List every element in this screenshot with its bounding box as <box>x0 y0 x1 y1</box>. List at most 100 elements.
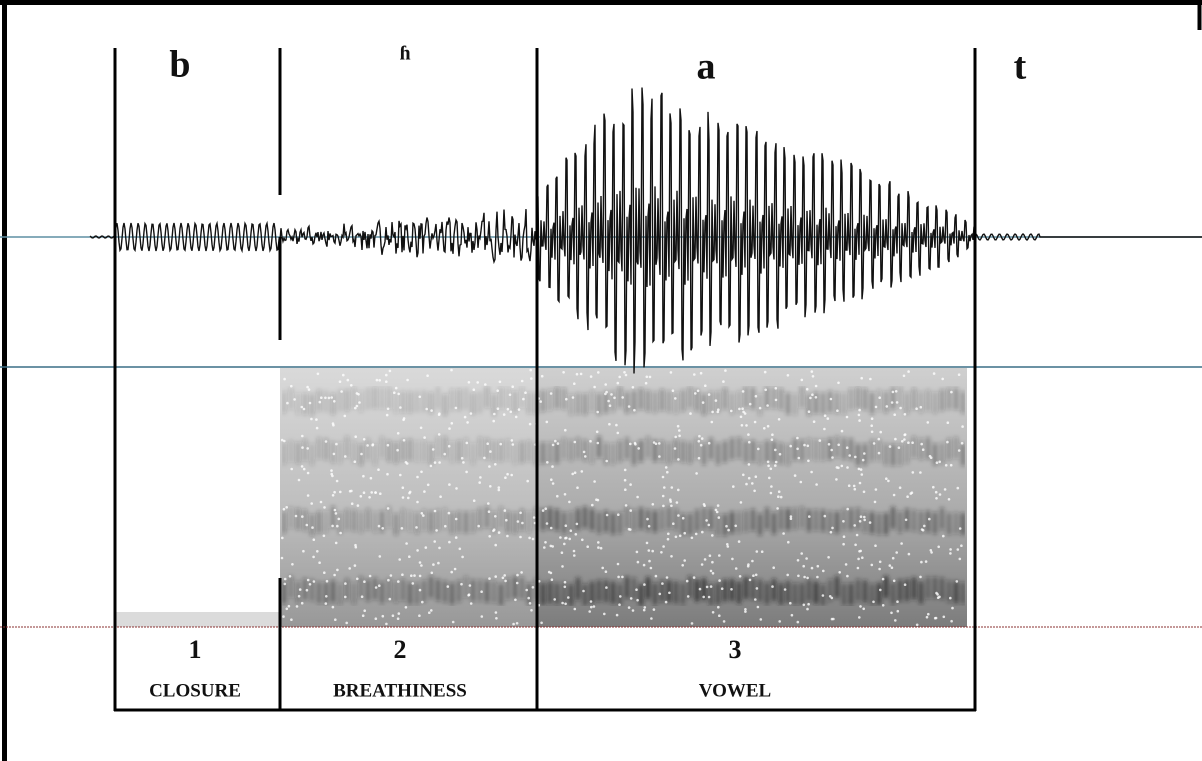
formant-striation <box>793 438 797 461</box>
spectrogram-cell <box>399 473 402 477</box>
spectrogram-cell <box>699 371 703 375</box>
spectrogram-cell <box>938 460 941 464</box>
spectrogram-cell <box>920 560 923 564</box>
spectrogram-cell <box>488 577 491 580</box>
spectrogram-cell <box>636 495 639 499</box>
spectrogram-cell <box>666 537 670 541</box>
formant-striation <box>394 391 398 414</box>
formant-striation <box>289 387 293 410</box>
spectrogram-cell <box>700 437 704 440</box>
spectrogram-cell <box>460 456 464 460</box>
spectrogram-cell <box>705 519 708 522</box>
spectrogram-cell <box>318 400 322 404</box>
spectrogram-cell <box>613 396 616 400</box>
spectrogram-cell <box>605 513 609 517</box>
spectrogram-cell <box>936 596 940 599</box>
formant-striation <box>464 511 468 534</box>
formant-striation <box>954 581 958 604</box>
spectrogram-cell <box>302 549 305 553</box>
formant-striation <box>562 437 566 460</box>
spectrogram-cell <box>627 606 631 609</box>
formant-striation <box>807 509 811 532</box>
spectrogram-cell <box>777 495 780 499</box>
spectrogram-cell <box>283 377 286 381</box>
formant-striation <box>709 583 713 606</box>
spectrogram-cell <box>858 616 861 619</box>
spectrogram-cell <box>947 498 951 501</box>
spectrogram-cell <box>693 373 696 376</box>
formant-striation <box>891 387 895 410</box>
spectrogram-cell <box>873 500 877 504</box>
spectrogram-cell <box>462 461 465 464</box>
spectrogram-cell <box>670 486 674 489</box>
formant-striation <box>303 578 307 601</box>
spectrogram-cell <box>643 583 646 586</box>
spectrogram-cell <box>929 456 933 460</box>
formant-striation <box>506 438 510 461</box>
formant-striation <box>303 439 307 462</box>
formant-striation <box>856 386 860 409</box>
spectrogram-cell <box>868 521 872 524</box>
spectrogram-cell <box>290 384 293 388</box>
formant-striation <box>450 511 454 534</box>
spectrogram-cell <box>842 542 845 546</box>
spectrogram-cell <box>701 401 705 404</box>
spectrogram-cell <box>302 467 306 471</box>
spectrogram-cell <box>874 488 878 491</box>
spectrogram-cell <box>541 509 545 512</box>
spectrogram-cell <box>504 476 507 480</box>
spectrogram-cell <box>363 609 367 612</box>
spectrogram-cell <box>515 622 519 625</box>
spectrogram-cell <box>551 482 555 485</box>
spectrogram-cell <box>489 450 492 453</box>
spectrogram-cell <box>862 607 865 611</box>
spectrogram-cell <box>619 595 622 598</box>
spectrogram-cell <box>408 555 411 558</box>
spectrogram-cell <box>903 438 906 441</box>
spectrogram-cell <box>589 375 593 378</box>
spectrogram-cell <box>546 461 549 464</box>
spectrogram-cell <box>715 510 719 514</box>
spectrogram-cell <box>298 588 302 591</box>
spectrogram-cell <box>759 618 763 621</box>
formant-striation <box>681 582 685 605</box>
spectrogram-cell <box>831 456 834 459</box>
spectrogram-cell <box>789 444 792 448</box>
formant-striation <box>471 510 475 533</box>
spectrogram-cell <box>396 432 400 435</box>
spectrogram-cell <box>711 560 714 564</box>
spectrogram-cell <box>903 583 907 586</box>
spectrogram-cell <box>571 396 575 399</box>
spectrogram-cell <box>312 555 315 559</box>
formant-striation <box>338 389 342 412</box>
formant-striation <box>688 513 692 536</box>
spectrogram-cell <box>324 396 327 400</box>
spectrogram-cell <box>748 440 751 444</box>
formant-striation <box>611 390 615 413</box>
formant-striation <box>646 436 650 459</box>
spectrogram-cell <box>932 485 935 489</box>
formant-striation <box>317 437 321 460</box>
formant-striation <box>835 436 839 459</box>
formant-striation <box>891 443 895 466</box>
spectrogram-cell <box>893 413 896 417</box>
formant-striation <box>807 393 811 416</box>
spectrogram-cell <box>692 576 696 579</box>
spectrogram-cell <box>563 542 566 546</box>
formant-striation <box>520 508 524 531</box>
formant-striation <box>912 387 916 410</box>
spectrogram-cell <box>283 577 287 581</box>
formant-striation <box>408 438 412 461</box>
spectrogram-cell <box>335 442 338 446</box>
formant-striation <box>471 392 475 415</box>
spectrogram-cell <box>847 484 851 488</box>
spectrogram-cell <box>418 395 422 399</box>
spectrogram-cell <box>374 491 377 494</box>
spectrogram-cell <box>718 579 721 582</box>
spectrogram-cell <box>829 530 833 534</box>
formant-striation <box>940 442 944 465</box>
spectrogram-cell <box>599 546 603 550</box>
spectrogram-cell <box>591 503 594 507</box>
formant-striation <box>464 387 468 410</box>
spectrogram-cell <box>293 398 296 401</box>
